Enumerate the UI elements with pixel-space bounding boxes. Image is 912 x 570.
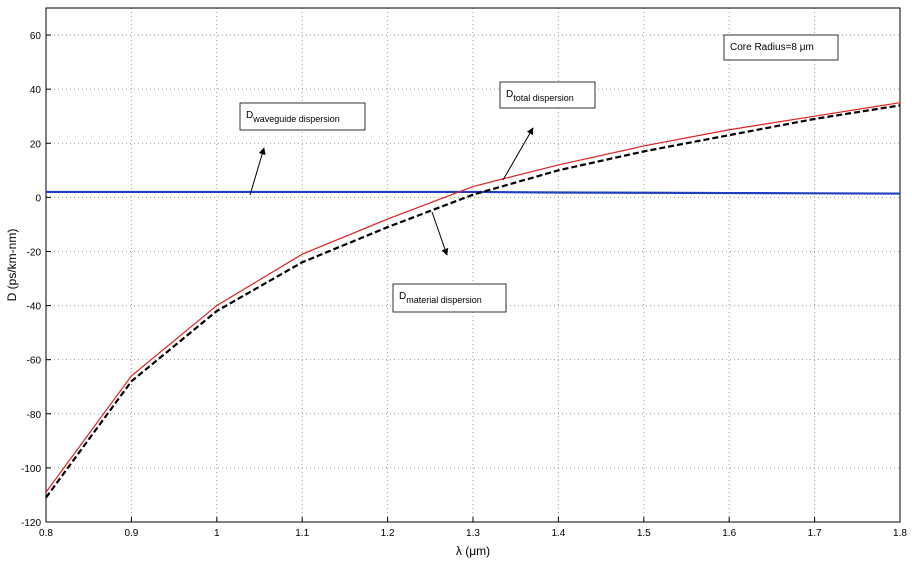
y-tick-label: 20 bbox=[30, 139, 42, 150]
annotation-box bbox=[499, 81, 596, 109]
series-line bbox=[46, 190, 901, 195]
annotation-text: Dwaveguide dispersion bbox=[246, 110, 340, 124]
annotation-sub: waveguide dispersion bbox=[252, 114, 340, 124]
series-line bbox=[45, 104, 901, 499]
annotation-arrow bbox=[431, 211, 449, 256]
x-tick-label: 1.4 bbox=[551, 528, 565, 539]
y-axis-label: D (ps/km-nm) bbox=[5, 229, 19, 302]
annotation-sub: total dispersion bbox=[513, 93, 574, 103]
x-tick-label: 1.2 bbox=[381, 528, 395, 539]
annotation-main: D bbox=[246, 110, 253, 121]
y-tick-label: 40 bbox=[30, 85, 42, 96]
x-tick-label: 1.7 bbox=[808, 528, 822, 539]
annotation-text: Dmaterial dispersion bbox=[399, 291, 482, 305]
y-tick-label: -100 bbox=[21, 464, 41, 475]
y-tick-label: -60 bbox=[27, 356, 42, 367]
annotation-main: D bbox=[399, 291, 406, 302]
axes-frame bbox=[45, 7, 901, 523]
x-tick-label: 1.5 bbox=[637, 528, 651, 539]
annotation-arrow bbox=[249, 147, 266, 196]
x-tick-label: 1.6 bbox=[722, 528, 736, 539]
y-tick-label: 0 bbox=[35, 193, 41, 204]
x-tick-label: 1 bbox=[214, 528, 220, 539]
x-tick-label: 0.8 bbox=[39, 528, 53, 539]
annotation-main: D bbox=[506, 89, 513, 100]
annotation-text: Core Radius=8 μm bbox=[730, 42, 814, 53]
annotation-box bbox=[723, 34, 839, 61]
x-tick-label: 0.9 bbox=[124, 528, 138, 539]
annotation-box bbox=[239, 102, 366, 131]
x-axis-label: λ (μm) bbox=[456, 544, 490, 558]
annotation-main: Core Radius=8 μm bbox=[730, 42, 814, 53]
series-line bbox=[45, 102, 901, 493]
y-tick-label: -40 bbox=[27, 302, 42, 313]
y-tick-label: -120 bbox=[21, 518, 41, 529]
annotation-box bbox=[392, 283, 507, 313]
x-tick-label: 1.3 bbox=[466, 528, 480, 539]
annotation-sub: material dispersion bbox=[406, 295, 482, 305]
x-tick-label: 1.8 bbox=[893, 528, 907, 539]
y-tick-label: -20 bbox=[27, 247, 42, 258]
annotation-text: Dtotal dispersion bbox=[506, 89, 574, 103]
x-tick-label: 1.1 bbox=[295, 528, 309, 539]
y-tick-label: -80 bbox=[27, 410, 42, 421]
y-tick-label: 60 bbox=[30, 31, 42, 42]
annotation-arrow bbox=[502, 127, 534, 181]
